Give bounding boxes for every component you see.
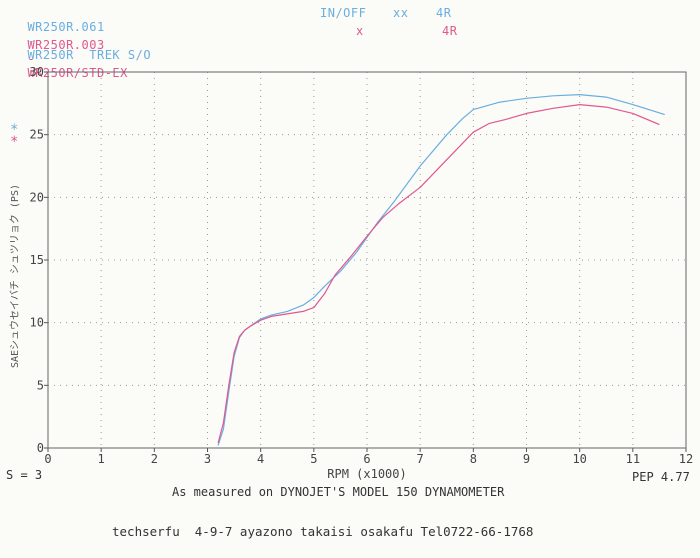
x-tick-label: 11 bbox=[626, 452, 640, 466]
x-tick-label: 10 bbox=[572, 452, 586, 466]
y-tick-label: 0 bbox=[37, 441, 44, 455]
dyno-caption: As measured on DYNOJET'S MODEL 150 DYNAM… bbox=[172, 485, 505, 499]
run2-desc: WR250R/STD-EX bbox=[27, 66, 128, 80]
legend-marker-blue: * bbox=[10, 122, 19, 138]
header-run1: WR250R.061 - WR250R TREK S/O bbox=[12, 6, 151, 62]
x-tick-label: 4 bbox=[257, 452, 264, 466]
x-tick-label: 12 bbox=[679, 452, 693, 466]
x-tick-label: 1 bbox=[98, 452, 105, 466]
x-tick-labels: 0 1 2 3 4 5 6 7 8 9 10 11 12 bbox=[44, 452, 693, 466]
series-lines bbox=[217, 94, 665, 446]
run1-condition: IN/OFF bbox=[320, 6, 367, 20]
x-tick-label: 9 bbox=[523, 452, 530, 466]
series-line-wr250r-003 bbox=[217, 104, 660, 444]
y-tick-label: 15 bbox=[30, 253, 44, 267]
header-run2: WR250R.003 - WR250R/STD-EX bbox=[12, 24, 128, 80]
run1-gear: 4R bbox=[436, 6, 452, 20]
x-tick-label: 0 bbox=[44, 452, 51, 466]
x-tick-label: 7 bbox=[417, 452, 424, 466]
x-tick-label: 8 bbox=[470, 452, 477, 466]
y-tick-label: 10 bbox=[30, 316, 44, 330]
run2-marker: x bbox=[356, 24, 364, 38]
y-tick-label: 20 bbox=[30, 190, 44, 204]
x-axis-label: RPM (x1000) bbox=[327, 467, 406, 481]
run2-file: WR250R.003 bbox=[27, 38, 105, 52]
y-tick-label: 25 bbox=[30, 128, 44, 142]
run1-dash: - bbox=[27, 34, 36, 48]
run2-dash: - bbox=[27, 52, 36, 66]
x-tick-label: 5 bbox=[310, 452, 317, 466]
x-tick-label: 3 bbox=[204, 452, 211, 466]
run2-gear: 4R bbox=[442, 24, 458, 38]
legend-marker-pink: * bbox=[10, 134, 19, 150]
x-tick-label: 2 bbox=[151, 452, 158, 466]
shop-address: techserfu 4-9-7 ayazono takaisi osakafu … bbox=[112, 524, 534, 539]
run1-file: WR250R.061 bbox=[27, 20, 105, 34]
series-line-wr250r-061 bbox=[217, 94, 665, 446]
y-tick-label: 30 bbox=[30, 65, 44, 79]
pep-label: PEP 4.77 bbox=[632, 470, 690, 484]
smoothing-label: S = 3 bbox=[6, 468, 43, 482]
y-axis-label: SAEシュウセイバチ シュツリョク (PS) bbox=[9, 184, 21, 368]
run1-desc: WR250R TREK S/O bbox=[27, 48, 152, 62]
y-tick-labels: 0 5 10 15 20 25 30 bbox=[30, 65, 44, 455]
y-tick-label: 5 bbox=[37, 378, 44, 392]
run1-marker: xx bbox=[393, 6, 409, 20]
grid-lines bbox=[48, 72, 686, 448]
plot-frame bbox=[47, 71, 687, 449]
axes bbox=[44, 71, 687, 452]
x-tick-label: 6 bbox=[363, 452, 370, 466]
